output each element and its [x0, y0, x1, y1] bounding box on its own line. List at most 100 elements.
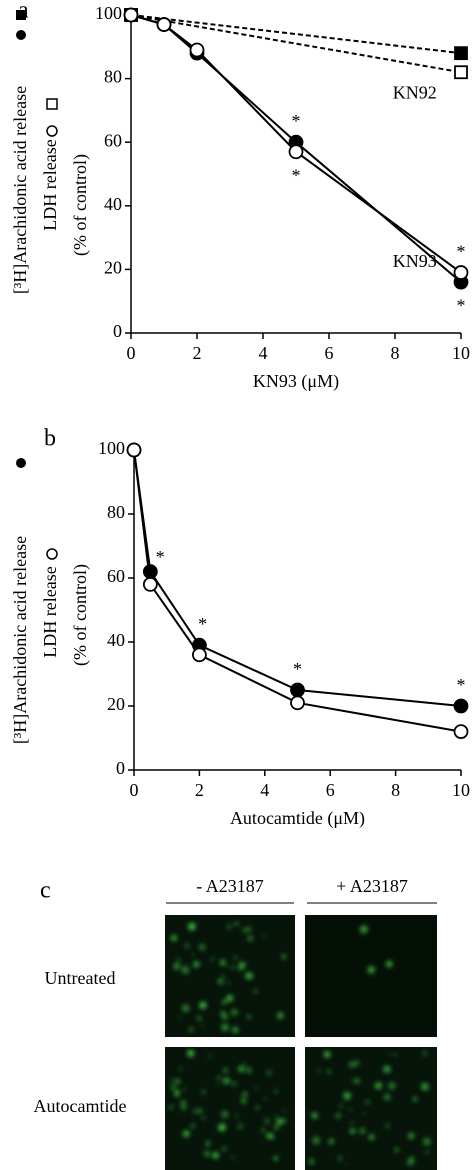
speckle	[230, 1008, 238, 1016]
speckle	[176, 958, 181, 962]
x-tick-label: 2	[195, 780, 204, 800]
speckle	[218, 1123, 226, 1132]
legend-marker	[16, 10, 26, 20]
y-tick-label: 80	[104, 67, 122, 87]
x-tick-label: 10	[452, 343, 470, 363]
y-tick-label: 0	[113, 321, 122, 341]
speckle	[198, 943, 206, 951]
speckle	[205, 1141, 211, 1147]
y-tick-label: 100	[95, 3, 122, 23]
panel-label: c	[40, 878, 51, 904]
speckle	[423, 1137, 431, 1146]
y-tick-label: 100	[98, 438, 125, 458]
speckle	[274, 1089, 278, 1093]
speckle	[216, 1083, 219, 1086]
speckle	[181, 1105, 186, 1111]
annotation: *	[457, 296, 466, 316]
speckle	[184, 943, 190, 948]
speckle	[196, 1108, 203, 1114]
speckle	[425, 1150, 429, 1154]
speckle	[189, 923, 193, 927]
annotation: *	[292, 165, 301, 185]
speckle	[247, 935, 253, 942]
legend-marker	[46, 125, 58, 137]
speckle	[274, 1125, 279, 1130]
speckle	[394, 1147, 399, 1152]
x-tick-label: 0	[130, 780, 139, 800]
speckle	[221, 1110, 229, 1119]
speckle	[354, 1060, 360, 1066]
legend-marker	[46, 98, 58, 110]
speckle	[383, 1093, 391, 1101]
speckle	[199, 1001, 207, 1009]
speckle	[383, 1065, 391, 1073]
annotation: *	[457, 242, 466, 262]
speckle	[201, 1090, 206, 1095]
speckle	[339, 1105, 342, 1108]
speckle	[212, 1152, 219, 1159]
marker	[453, 698, 469, 714]
speckle	[179, 1100, 187, 1107]
row-label: Autocamtide	[34, 1096, 127, 1116]
marker	[189, 42, 205, 58]
speckle	[308, 1158, 315, 1165]
speckle	[182, 1004, 190, 1012]
speckle	[359, 925, 368, 934]
speckle	[365, 1099, 370, 1105]
legend-marker	[16, 458, 26, 468]
speckle	[282, 1118, 287, 1123]
speckle	[196, 1015, 202, 1021]
x-tick-label: 4	[260, 780, 269, 800]
speckle	[202, 1116, 206, 1120]
speckle	[318, 1069, 321, 1073]
speckle	[168, 1104, 174, 1110]
speckle	[226, 994, 234, 1002]
speckle	[187, 922, 196, 931]
y-tick-label: 40	[107, 630, 125, 650]
annotation: *	[156, 547, 165, 567]
speckle	[191, 1124, 195, 1128]
speckle	[253, 989, 258, 994]
x-axis-label: Autocamtide (μM)	[230, 808, 365, 829]
speckle	[408, 1132, 415, 1139]
column-header: - A23187	[196, 876, 264, 896]
speckle	[211, 958, 214, 961]
marker	[453, 265, 469, 280]
y-axis-label: LDH release	[40, 139, 60, 230]
speckle	[423, 1051, 427, 1056]
speckle	[311, 1112, 318, 1119]
y-tick-label: 0	[116, 758, 125, 778]
speckle	[174, 1090, 180, 1095]
speckle	[232, 1081, 237, 1087]
speckle	[264, 1097, 267, 1101]
y-axis-label: (% of control)	[70, 564, 91, 666]
speckle	[374, 1082, 382, 1090]
y-tick-label: 60	[107, 566, 125, 586]
speckle	[171, 1078, 174, 1082]
y-tick-label: 20	[104, 258, 122, 278]
speckle	[363, 1112, 366, 1116]
speckle	[245, 1067, 252, 1074]
speckle	[349, 1128, 356, 1134]
marker	[156, 17, 172, 32]
speckle	[255, 1087, 258, 1090]
speckle	[217, 978, 224, 985]
speckle	[232, 1156, 235, 1159]
speckle	[351, 1121, 354, 1125]
speckle	[355, 1078, 360, 1083]
speckle	[173, 963, 180, 970]
speckle	[234, 955, 238, 959]
x-axis-label: KN93 (μM)	[253, 371, 339, 392]
annotation: *	[198, 614, 207, 634]
speckle	[349, 1108, 352, 1111]
speckle	[242, 928, 247, 933]
speckle	[328, 1138, 335, 1145]
y-tick-label: 40	[104, 194, 122, 214]
marker	[290, 682, 305, 698]
x-tick-label: 4	[259, 343, 268, 363]
speckle	[367, 966, 375, 974]
speckle	[277, 1012, 284, 1019]
speckle	[237, 1123, 243, 1129]
marker	[191, 647, 207, 663]
speckle	[262, 934, 266, 938]
